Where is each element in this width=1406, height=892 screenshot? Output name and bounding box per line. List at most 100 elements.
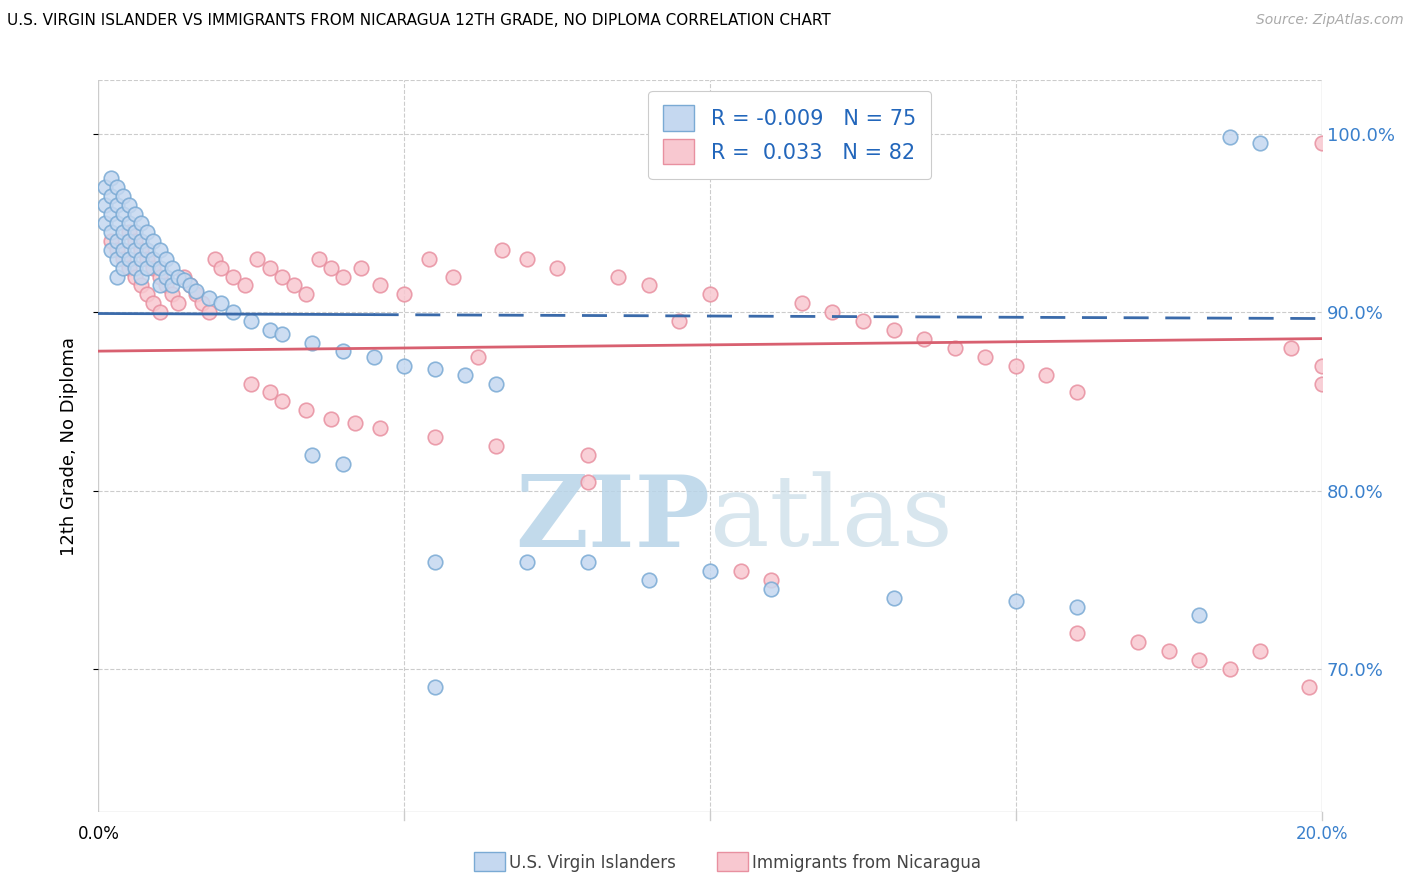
Point — [418, 252, 440, 266]
Point — [546, 260, 568, 275]
Text: atlas: atlas — [710, 471, 953, 567]
Point — [368, 278, 391, 293]
Point — [607, 269, 630, 284]
Point — [179, 278, 201, 293]
Point — [1066, 626, 1088, 640]
Point — [124, 269, 146, 284]
Point — [759, 582, 782, 596]
Point — [943, 341, 966, 355]
Point — [295, 287, 318, 301]
Point — [319, 260, 342, 275]
Point — [142, 252, 165, 266]
Point — [637, 278, 661, 293]
Point — [332, 269, 354, 284]
Point — [149, 243, 172, 257]
Point — [699, 287, 721, 301]
Point — [105, 180, 128, 194]
Point — [240, 314, 263, 328]
Point — [392, 287, 416, 301]
Point — [1004, 359, 1026, 373]
Point — [155, 269, 177, 284]
Point — [118, 260, 141, 275]
Point — [1219, 130, 1241, 145]
Point — [124, 225, 146, 239]
Point — [93, 198, 115, 212]
Point — [118, 252, 141, 266]
Point — [209, 260, 232, 275]
Point — [118, 216, 141, 230]
Point — [129, 278, 152, 293]
Point — [1298, 680, 1320, 694]
Point — [259, 385, 281, 400]
Point — [1219, 662, 1241, 676]
Point — [105, 252, 128, 266]
Point — [204, 252, 226, 266]
Point — [1066, 385, 1088, 400]
Point — [1066, 599, 1088, 614]
Point — [93, 216, 115, 230]
Text: U.S. Virgin Islanders: U.S. Virgin Islanders — [509, 855, 676, 872]
Point — [124, 260, 146, 275]
Text: Source: ZipAtlas.com: Source: ZipAtlas.com — [1256, 13, 1403, 28]
Point — [160, 287, 183, 301]
Point — [155, 278, 177, 293]
Point — [485, 439, 508, 453]
Point — [491, 243, 513, 257]
Point — [173, 273, 195, 287]
Point — [759, 573, 782, 587]
Point — [105, 269, 128, 284]
Point — [179, 278, 201, 293]
Point — [124, 243, 146, 257]
Point — [186, 287, 208, 301]
Point — [197, 291, 219, 305]
Point — [149, 278, 172, 293]
Point — [160, 278, 183, 293]
Point — [637, 573, 661, 587]
Point — [129, 243, 152, 257]
Point — [821, 305, 844, 319]
Y-axis label: 12th Grade, No Diploma: 12th Grade, No Diploma — [59, 336, 77, 556]
Point — [209, 296, 232, 310]
Point — [124, 234, 146, 248]
Point — [222, 269, 245, 284]
Point — [111, 252, 134, 266]
Point — [295, 403, 318, 417]
Point — [270, 394, 292, 409]
Point — [246, 252, 269, 266]
Point — [301, 335, 323, 350]
Point — [883, 591, 905, 605]
Point — [129, 252, 152, 266]
Point — [441, 269, 464, 284]
Point — [118, 234, 141, 248]
Point — [136, 287, 159, 301]
Point — [118, 198, 141, 212]
Point — [111, 260, 134, 275]
Point — [1249, 136, 1271, 150]
Point — [363, 350, 385, 364]
Point — [118, 225, 141, 239]
Point — [155, 252, 177, 266]
Point — [100, 207, 122, 221]
Point — [111, 243, 134, 257]
Point — [173, 269, 195, 284]
Point — [974, 350, 997, 364]
Point — [699, 564, 721, 578]
Point — [142, 260, 165, 275]
Point — [129, 269, 152, 284]
Point — [912, 332, 935, 346]
Point — [467, 350, 489, 364]
Point — [332, 344, 354, 359]
Point — [259, 323, 281, 337]
Point — [1310, 359, 1333, 373]
Point — [319, 412, 342, 426]
Point — [576, 448, 599, 462]
Legend: R = -0.009   N = 75, R =  0.033   N = 82: R = -0.009 N = 75, R = 0.033 N = 82 — [648, 91, 931, 179]
Point — [344, 416, 367, 430]
Point — [233, 278, 256, 293]
Point — [111, 207, 134, 221]
Point — [368, 421, 391, 435]
Point — [1188, 608, 1211, 623]
Point — [576, 475, 599, 489]
Point — [516, 252, 538, 266]
Point — [883, 323, 905, 337]
